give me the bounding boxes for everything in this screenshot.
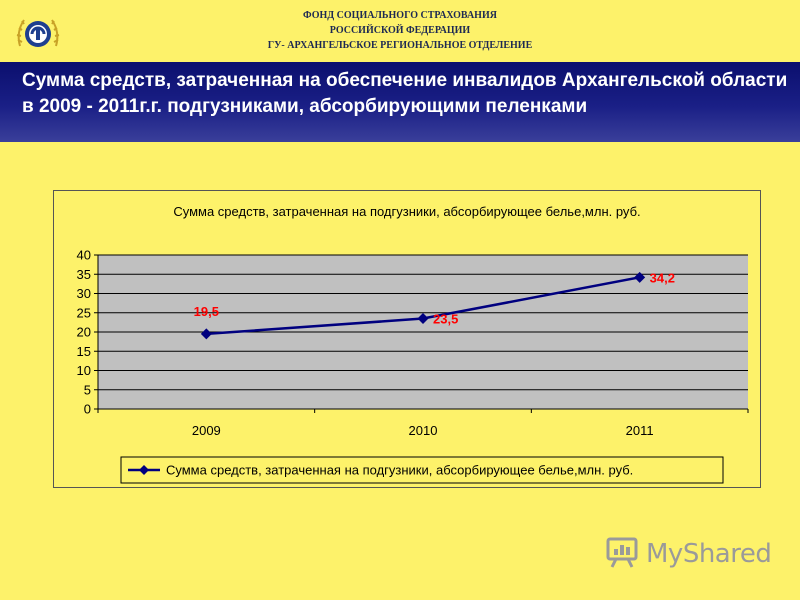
fss-emblem-icon: [14, 12, 62, 56]
y-tick-label: 10: [77, 363, 91, 378]
org-line-2: РОССИЙСКОЙ ФЕДЕРАЦИИ: [329, 25, 471, 36]
x-tick-label: 2009: [192, 423, 221, 438]
y-tick-label: 20: [77, 325, 91, 340]
title-banner: Сумма средств, затраченная на обеспечени…: [0, 62, 800, 142]
myshared-logo-icon: [606, 535, 640, 574]
slide-title: Сумма средств, затраченная на обеспечени…: [22, 70, 788, 117]
x-tick-label: 2010: [409, 423, 438, 438]
legend-label: Сумма средств, затраченная на подгузники…: [166, 463, 633, 478]
org-line-3: ГУ- АРХАНГЕЛЬСКОЕ РЕГИОНАЛЬНОЕ ОТДЕЛЕНИЕ: [267, 40, 533, 51]
chart-container: Сумма средств, затраченная на подгузники…: [53, 190, 761, 488]
data-label: 23,5: [433, 312, 458, 327]
y-tick-label: 25: [77, 305, 91, 320]
y-tick-label: 30: [77, 286, 91, 301]
y-tick-label: 40: [77, 248, 91, 263]
y-tick-label: 0: [84, 402, 91, 417]
x-tick-label: 2011: [626, 423, 654, 438]
watermark: MyShared: [606, 535, 772, 574]
chart-title: Сумма средств, затраченная на подгузники…: [173, 204, 640, 219]
watermark-text: MyShared: [646, 539, 772, 569]
legend-marker: [139, 465, 149, 475]
line-chart: Сумма средств, затраченная на подгузники…: [77, 204, 749, 484]
data-label: 19,5: [194, 304, 219, 319]
data-label: 34,2: [650, 270, 675, 285]
y-tick-label: 35: [77, 267, 91, 282]
chart-legend: Сумма средств, затраченная на подгузники…: [120, 456, 724, 484]
org-line-1: ФОНД СОЦИАЛЬНОГО СТРАХОВАНИЯ: [303, 10, 497, 21]
data-point-marker: [200, 328, 212, 340]
data-point-marker: [634, 271, 646, 283]
organization-header: ФОНД СОЦИАЛЬНОГО СТРАХОВАНИЯ РОССИЙСКОЙ …: [0, 8, 800, 53]
data-point-marker: [417, 313, 429, 325]
y-tick-label: 15: [77, 344, 91, 359]
y-tick-label: 5: [84, 382, 91, 397]
